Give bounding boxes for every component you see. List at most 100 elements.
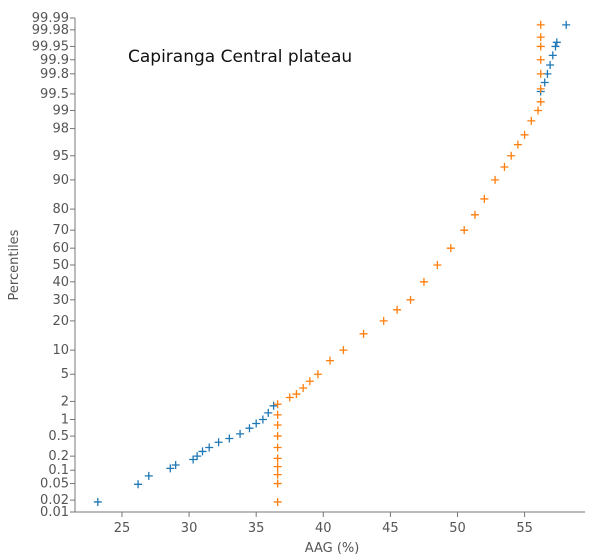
x-tick-label: 45 — [382, 521, 399, 536]
x-tick-label: 25 — [114, 521, 131, 536]
series-2-point — [406, 295, 415, 304]
series-1-point — [252, 419, 261, 428]
series-2-point — [527, 116, 536, 125]
y-tick-label: 99.5 — [40, 87, 69, 102]
y-tick-label: 99.9 — [40, 53, 69, 68]
markers — [93, 20, 571, 506]
x-tick-label: 30 — [181, 521, 198, 536]
series-2-point — [536, 42, 545, 51]
chart-title: Capiranga Central plateau — [128, 47, 352, 67]
y-tick-label: 60 — [52, 241, 69, 256]
series-2-point — [446, 244, 455, 253]
series-1-point — [264, 408, 273, 417]
x-ticks: 25 30 35 40 45 50 55 — [114, 512, 533, 536]
series-1-point — [551, 42, 560, 51]
y-tick-label: 95 — [52, 149, 69, 164]
series-2-point — [273, 470, 282, 479]
series-2-point — [520, 130, 529, 139]
series-2-point — [273, 410, 282, 419]
series-2-point — [359, 329, 368, 338]
series-2-point — [273, 462, 282, 471]
series-1-point — [540, 78, 549, 87]
series-2-point — [273, 443, 282, 452]
series-2-point — [313, 370, 322, 379]
series-1-point — [214, 438, 223, 447]
series-2-point — [379, 316, 388, 325]
series-1-point — [236, 429, 245, 438]
series-2-point — [536, 55, 545, 64]
y-axis-title: Percentiles — [7, 229, 22, 300]
series-2-point — [393, 305, 402, 314]
series-2-point — [326, 356, 334, 365]
series-2-point — [470, 210, 479, 219]
series-1-point — [546, 60, 555, 69]
x-tick-label: 55 — [516, 521, 533, 536]
y-tick-label: 0.5 — [48, 429, 69, 444]
x-tick-label: 35 — [248, 521, 265, 536]
series-1-point — [189, 455, 198, 464]
series-2-point — [299, 384, 308, 393]
series-1-point — [166, 464, 175, 473]
series-2-point — [536, 97, 545, 106]
y-tick-label: 40 — [52, 275, 69, 290]
y-tick-label: 99.95 — [32, 39, 69, 54]
series-2-point — [536, 84, 545, 93]
y-tick-label: 99 — [52, 103, 69, 118]
series-1-point — [562, 20, 571, 29]
series-2-point — [536, 33, 545, 42]
series-1-point — [134, 480, 143, 489]
series-2-point — [513, 140, 522, 149]
series-2-point — [273, 497, 282, 506]
plot-axes — [74, 18, 585, 513]
series-2-point — [419, 277, 428, 286]
series-2-point — [273, 454, 282, 463]
y-tick-label: 99.8 — [40, 67, 69, 82]
series-1-point — [225, 434, 234, 443]
series-1-point — [205, 443, 214, 452]
y-tick-label: 50 — [52, 258, 69, 273]
series-2-point — [273, 400, 282, 409]
y-tick-label: 20 — [52, 314, 69, 329]
y-tick-label: 0.01 — [40, 505, 69, 520]
series-2-point — [305, 377, 314, 386]
series-2-point — [536, 20, 545, 29]
series-1-point — [548, 51, 557, 60]
series-2-point — [491, 175, 500, 184]
y-tick-label: 99.99 — [32, 11, 69, 26]
series-2-point — [273, 479, 282, 488]
series-2-point — [433, 261, 442, 269]
x-tick-label: 40 — [315, 521, 332, 536]
y-tick-label: 70 — [52, 223, 69, 238]
series-2-point — [339, 346, 348, 355]
series-2-point — [273, 432, 282, 441]
series-2-point — [507, 151, 516, 160]
y-tick-label: 98 — [52, 122, 69, 137]
series-1-point — [269, 401, 278, 410]
y-tick-label: 99.98 — [32, 23, 69, 38]
series-2-point — [500, 162, 509, 171]
series-2-point — [536, 69, 545, 78]
x-axis-title: AAG (%) — [305, 541, 360, 556]
y-tick-label: 5 — [61, 367, 69, 382]
y-tick-label: 0.05 — [40, 477, 69, 492]
series-1-point — [198, 447, 207, 456]
y-tick-label: 80 — [52, 202, 69, 217]
series-1-point — [144, 471, 153, 480]
y-tick-label: 0.2 — [48, 449, 69, 464]
series-1-point — [258, 415, 267, 424]
y-ticks: 0.010.020.050.10.2 0.51 2 5 10 20 30 40 50 60 70 80… — [32, 11, 75, 520]
series-2-point — [460, 226, 469, 235]
y-tick-label: 2 — [61, 394, 69, 409]
series-2-point — [480, 194, 489, 203]
y-tick-label: 0.1 — [48, 463, 69, 478]
series-1-point — [543, 69, 552, 78]
series-1-point — [93, 497, 102, 506]
series-1-point — [552, 38, 561, 47]
series-1-point — [171, 461, 180, 470]
series-1-point — [245, 424, 254, 433]
y-tick-label: 90 — [52, 173, 69, 188]
series-2-point — [273, 420, 282, 429]
series-2-point — [534, 106, 543, 115]
y-tick-label: 0.02 — [40, 493, 69, 508]
